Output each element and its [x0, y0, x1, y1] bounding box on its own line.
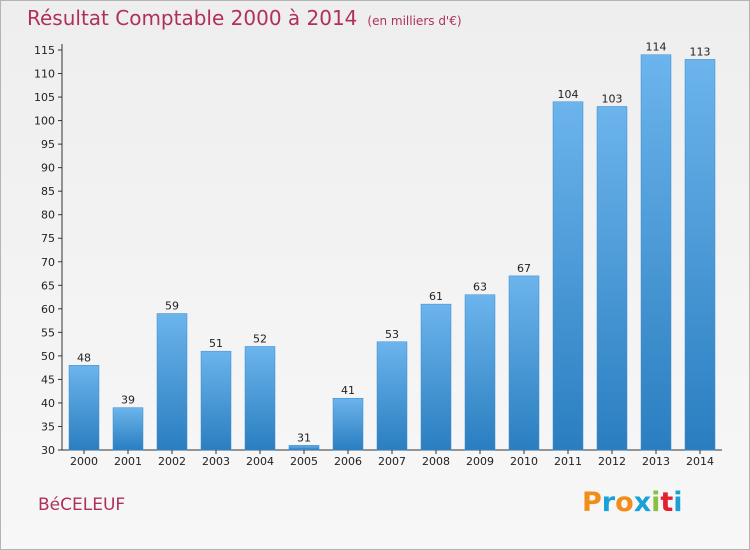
y-tick-label: 65	[41, 279, 55, 292]
proxiti-logo: Proxiti	[582, 487, 683, 518]
bar	[156, 313, 188, 451]
x-tick-label: 2006	[334, 455, 362, 468]
bar-value-label: 52	[253, 332, 267, 345]
y-tick-label: 115	[34, 44, 55, 57]
y-tick-label: 85	[41, 185, 55, 198]
y-tick-label: 60	[41, 303, 55, 316]
y-tick-label: 35	[41, 420, 55, 433]
logo-letter: P	[582, 487, 602, 518]
x-tick-label: 2001	[114, 455, 142, 468]
y-tick-label: 105	[34, 91, 55, 104]
y-tick-label: 90	[41, 162, 55, 175]
y-tick-label: 30	[41, 444, 55, 457]
bar-value-label: 31	[297, 431, 311, 444]
bar-value-label: 41	[341, 384, 355, 397]
x-tick-label: 2003	[202, 455, 230, 468]
bar-value-label: 103	[602, 92, 623, 105]
x-tick-label: 2012	[598, 455, 626, 468]
chart-title: Résultat Comptable 2000 à 2014 (en millie…	[27, 6, 462, 30]
bar-value-label: 53	[385, 328, 399, 341]
bar	[376, 341, 408, 451]
bar	[288, 445, 320, 451]
bar	[684, 59, 716, 451]
x-tick-label: 2002	[158, 455, 186, 468]
y-tick-label: 80	[41, 209, 55, 222]
bar	[552, 101, 584, 451]
bar-value-label: 51	[209, 337, 223, 350]
x-tick-label: 2008	[422, 455, 450, 468]
logo-letter: i	[673, 487, 683, 518]
y-tick-label: 110	[34, 68, 55, 81]
x-tick-label: 2004	[246, 455, 274, 468]
y-tick-label: 70	[41, 256, 55, 269]
logo-letter: r	[601, 487, 616, 518]
y-tick-label: 100	[34, 115, 55, 128]
y-tick-label: 40	[41, 397, 55, 410]
bar	[244, 346, 276, 451]
y-tick-label: 75	[41, 232, 55, 245]
x-tick-label: 2014	[686, 455, 714, 468]
logo-letter: t	[660, 487, 674, 518]
y-tick-label: 55	[41, 326, 55, 339]
x-tick-label: 2000	[70, 455, 98, 468]
bar-value-label: 39	[121, 394, 135, 407]
x-tick-label: 2005	[290, 455, 318, 468]
bar-value-label: 59	[165, 300, 179, 313]
y-tick-label: 50	[41, 350, 55, 363]
bar	[420, 303, 452, 451]
bar-value-label: 67	[517, 262, 531, 275]
x-tick-label: 2010	[510, 455, 538, 468]
commune-name: BéCELEUF	[38, 495, 126, 515]
bar-value-label: 48	[77, 351, 91, 364]
logo-letter: o	[615, 487, 634, 518]
logo-letter: x	[633, 487, 652, 518]
bar-value-label: 63	[473, 281, 487, 294]
x-tick-label: 2011	[554, 455, 582, 468]
bar-value-label: 61	[429, 290, 443, 303]
y-tick-label: 95	[41, 138, 55, 151]
bar	[112, 407, 144, 451]
bar	[464, 294, 496, 451]
logo-letter: i	[651, 487, 661, 518]
x-tick-label: 2009	[466, 455, 494, 468]
bar	[332, 397, 364, 451]
bar-value-label: 114	[646, 41, 667, 54]
chart-unit: (en milliers d'€)	[367, 14, 462, 28]
bar	[640, 54, 672, 451]
bar-value-label: 113	[690, 45, 711, 58]
bar-value-label: 104	[558, 88, 579, 101]
x-tick-label: 2007	[378, 455, 406, 468]
bar	[200, 350, 232, 451]
bar	[508, 275, 540, 451]
chart-title-text: Résultat Comptable 2000 à 2014	[27, 6, 358, 30]
bar	[596, 106, 628, 451]
x-tick-label: 2013	[642, 455, 670, 468]
bar	[68, 365, 100, 451]
y-tick-label: 45	[41, 373, 55, 386]
